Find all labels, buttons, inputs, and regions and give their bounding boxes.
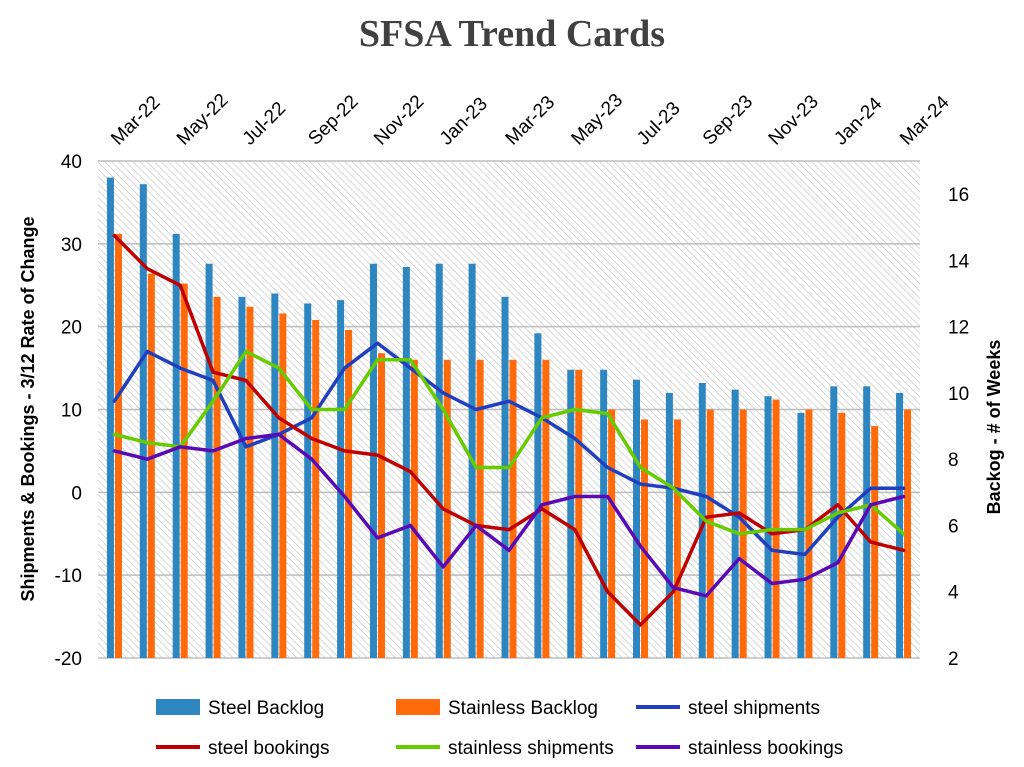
left-tick-label: -10 [55,566,82,587]
legend-label: steel shipments [688,698,820,719]
bar [542,359,550,658]
right-tick-label: 14 [948,251,970,272]
bar [641,419,649,658]
legend-label: stainless bookings [688,738,843,759]
x-tick-label: May-23 [567,90,627,150]
right-tick-label: 8 [948,450,959,471]
left-axis-ticks: -20 -10 0 10 20 30 40 [55,152,82,670]
bar [304,303,312,658]
bar [534,333,542,658]
bar [369,263,377,658]
x-tick-label: Jul-22 [239,98,290,149]
legend-swatch [396,699,440,715]
series-line [112,432,906,598]
bar [443,359,451,658]
bar [575,369,583,658]
bar [600,369,608,658]
x-tick-label: Mar-22 [107,92,164,149]
bar [896,392,904,658]
right-tick-label: 6 [948,516,959,537]
right-tick-label: 2 [948,649,959,670]
bar [501,296,509,658]
gridlines [98,160,920,659]
bar [279,313,287,658]
left-tick-label: -20 [55,649,82,670]
right-tick-label: 4 [948,583,959,604]
right-axis-ticks: 2 4 6 8 10 12 14 16 [948,185,970,670]
bar [139,184,147,658]
legend-label: Stainless Backlog [448,698,598,719]
x-tick-label: May-22 [173,90,233,150]
x-tick-label: Nov-22 [370,91,428,149]
bar [147,273,155,658]
x-tick-label: Jan-23 [436,94,492,150]
x-tick-label: Nov-23 [765,91,823,149]
bar [665,392,673,658]
bar [106,177,114,659]
series-line [112,233,906,627]
left-axis-title: Shipments & Bookings - 3/12 Rate of Chan… [18,216,38,601]
legend-label: Steel Backlog [208,698,324,719]
bar [246,306,254,658]
bar [377,353,385,658]
bar [633,379,641,658]
bar [731,389,739,658]
bar [410,359,418,658]
bar [904,409,912,658]
x-tick-label: Mar-24 [896,92,954,150]
bar [337,300,345,658]
left-tick-label: 20 [61,318,82,339]
x-tick-label: Mar-23 [502,92,559,149]
x-tick-label: Jan-24 [830,93,886,149]
chart-title: SFSA Trend Cards [358,13,666,55]
bar [476,359,484,658]
bar [238,296,246,658]
legend: Steel Backlog Stainless Backlog steel ship… [156,698,843,759]
bar [114,233,122,659]
bar [205,263,213,658]
bar [608,409,616,658]
bar [345,329,353,658]
bar [509,359,517,658]
right-tick-label: 12 [948,318,969,339]
bar [838,412,846,658]
x-tick-label: Sep-22 [304,91,362,149]
legend-label: steel bookings [208,738,329,759]
legend-swatch [156,699,200,715]
bar [764,396,772,658]
right-axis-title: Backog - # of Weeks [984,340,1004,515]
bar [213,296,221,658]
left-tick-label: 0 [71,483,82,504]
left-tick-label: 40 [61,152,82,173]
bar [706,409,714,658]
bar [805,409,813,658]
x-tick-label: Sep-23 [699,91,757,149]
bar [698,382,706,658]
x-tick-label: Jul-23 [633,98,684,149]
series-line [112,349,906,536]
bar [312,320,320,658]
right-tick-label: 16 [948,185,969,206]
bar [402,267,410,658]
bar [567,369,575,658]
legend-label: stainless shipments [448,738,614,759]
left-tick-label: 30 [61,235,82,256]
x-axis-ticks: Mar-22 May-22 Jul-22 Sep-22 Nov-22 Jan-23 Mar-… [107,90,954,150]
bar [435,263,443,658]
bar [797,412,805,658]
right-tick-label: 10 [948,384,969,405]
bar [673,419,681,658]
series-line [112,341,906,557]
series-lines [112,233,906,627]
left-tick-label: 10 [61,401,82,422]
bar [271,293,279,658]
bar [180,283,188,658]
bar [863,386,871,658]
